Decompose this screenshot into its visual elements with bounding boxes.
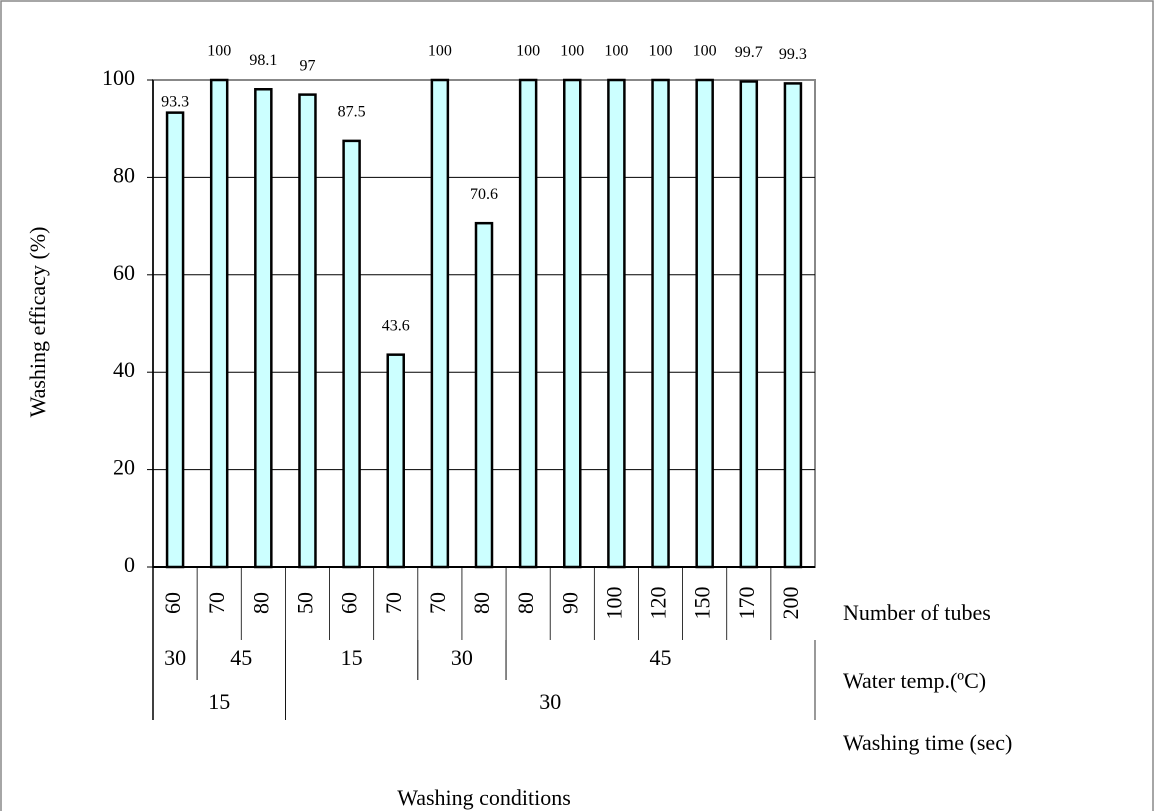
data-label: 99.3 bbox=[779, 46, 807, 63]
data-label: 100 bbox=[207, 43, 231, 60]
bar bbox=[783, 82, 803, 569]
bar bbox=[386, 353, 405, 569]
data-label: 100 bbox=[693, 43, 717, 60]
bar bbox=[518, 78, 538, 569]
x-tick-label: 80 bbox=[513, 592, 538, 614]
data-label: 70.6 bbox=[470, 186, 498, 203]
bar bbox=[254, 88, 273, 569]
group-row-label: Washing time (sec) bbox=[843, 730, 1012, 755]
bar bbox=[695, 78, 714, 569]
group-label: 30 bbox=[451, 645, 473, 670]
bar bbox=[342, 139, 361, 569]
group-label: 15 bbox=[341, 645, 363, 670]
x-tick-label: 100 bbox=[601, 587, 626, 620]
bar bbox=[209, 78, 229, 569]
bar bbox=[298, 93, 317, 569]
data-label: 87.5 bbox=[338, 104, 366, 121]
bar bbox=[739, 80, 759, 569]
group-label: 45 bbox=[230, 645, 252, 670]
x-tick-label: 80 bbox=[469, 592, 494, 614]
x-tick-label: 170 bbox=[734, 587, 759, 620]
data-label: 93.3 bbox=[161, 93, 189, 110]
x-tick-label: 90 bbox=[557, 592, 582, 614]
data-label: 98.1 bbox=[249, 52, 277, 69]
data-label: 100 bbox=[649, 43, 673, 60]
data-label: 43.6 bbox=[382, 317, 410, 334]
data-label: 99.7 bbox=[735, 44, 763, 61]
y-tick-label: 80 bbox=[113, 162, 135, 187]
group-label: 30 bbox=[164, 645, 186, 670]
x-tick-label: 60 bbox=[337, 592, 362, 614]
y-tick-label: 100 bbox=[102, 65, 135, 90]
bar bbox=[430, 78, 450, 569]
data-label: 97 bbox=[299, 57, 315, 74]
group-label: 30 bbox=[539, 689, 561, 714]
x-tick-label: 120 bbox=[646, 587, 671, 620]
x-tick-label: 60 bbox=[160, 592, 185, 614]
x-tick-label: 80 bbox=[248, 592, 273, 614]
y-axis-label: Washing efficacy (%) bbox=[25, 227, 50, 418]
data-label: 100 bbox=[604, 43, 628, 60]
x-tick-label: 70 bbox=[381, 592, 406, 614]
x-tick-label: 50 bbox=[293, 592, 318, 614]
bar bbox=[651, 78, 670, 569]
bar bbox=[563, 78, 582, 569]
data-label: 100 bbox=[560, 43, 584, 60]
group-label: 45 bbox=[650, 645, 672, 670]
data-label: 100 bbox=[428, 43, 452, 60]
bar bbox=[607, 78, 626, 569]
bar bbox=[165, 111, 185, 569]
group-row-label: Water temp.(ºC) bbox=[843, 668, 986, 693]
y-tick-label: 40 bbox=[113, 357, 135, 382]
y-tick-label: 60 bbox=[113, 260, 135, 285]
x-axis-label: Washing conditions bbox=[397, 785, 571, 810]
x-tick-label: 200 bbox=[778, 587, 803, 620]
bar bbox=[474, 221, 494, 569]
x-tick-label: 70 bbox=[204, 592, 229, 614]
x-tick-label: 150 bbox=[690, 587, 715, 620]
data-label: 100 bbox=[516, 43, 540, 60]
group-label: 15 bbox=[208, 689, 230, 714]
y-tick-label: 20 bbox=[113, 455, 135, 480]
x-tick-label: 70 bbox=[425, 592, 450, 614]
category-row-label: Number of tubes bbox=[843, 600, 991, 625]
y-tick-label: 0 bbox=[124, 552, 135, 577]
